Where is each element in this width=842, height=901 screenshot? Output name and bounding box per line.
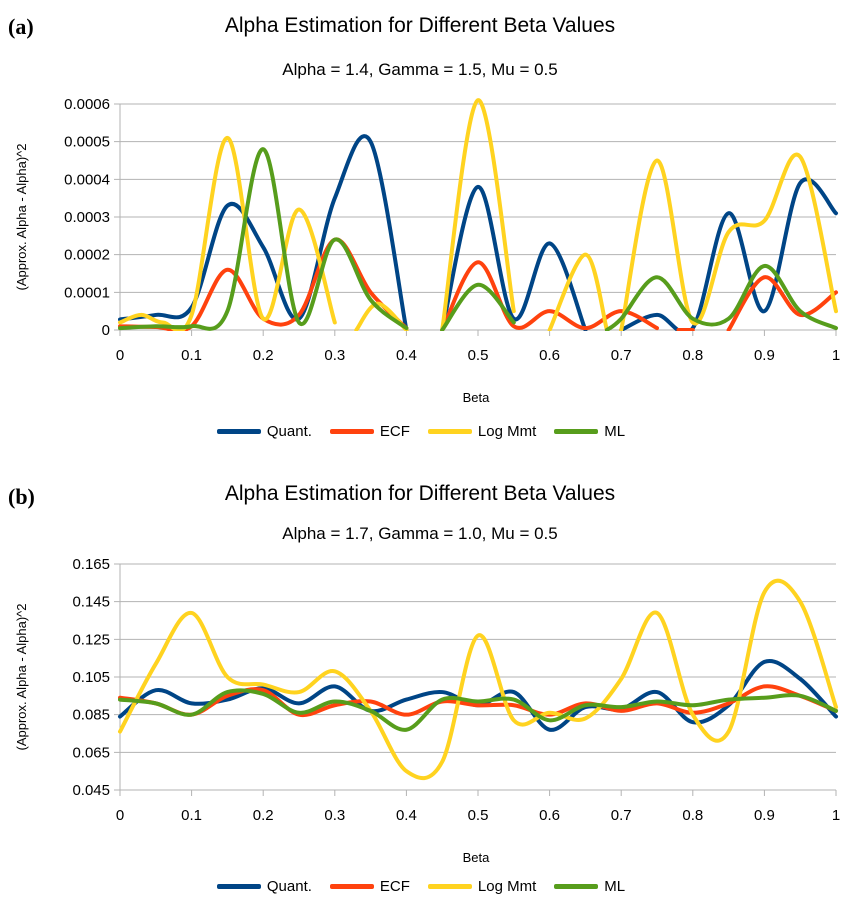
legend-swatch — [427, 884, 472, 889]
legend-label: ML — [604, 423, 626, 440]
series-line-ecf — [440, 260, 659, 331]
x-tick-label: 0.3 — [324, 807, 345, 824]
chart-title: Alpha Estimation for Different Beta Valu… — [224, 482, 616, 505]
legend-label: ECF — [379, 878, 410, 895]
legend-swatch — [329, 884, 374, 889]
series-line-log-mmt — [118, 135, 337, 331]
x-tick-label: 0.7 — [611, 347, 632, 364]
legend-label: ECF — [379, 423, 410, 440]
x-tick-label: 0.3 — [324, 347, 345, 364]
series-line-quant — [619, 177, 838, 331]
series-line-log-mmt — [354, 301, 409, 331]
chart-panel-a: (a) Alpha Estimation for Different Beta … — [0, 0, 842, 450]
x-tick-label: 1 — [832, 347, 840, 364]
series-line-ml — [604, 263, 838, 331]
x-tick-label: 0.8 — [682, 807, 703, 824]
x-tick-label: 0.7 — [611, 807, 632, 824]
x-axis-label: Beta — [463, 390, 491, 405]
legend-item: ML — [554, 878, 625, 895]
y-tick-label: 0.045 — [72, 782, 110, 799]
legend-item: ECF — [329, 423, 410, 440]
x-tick-label: 0.1 — [181, 347, 202, 364]
legend-swatch — [427, 429, 472, 434]
series-line-log-mmt — [547, 252, 609, 331]
legend-label: ML — [604, 878, 626, 895]
series-line-ml — [118, 147, 409, 331]
series-line-ml — [440, 282, 516, 331]
x-axis-label: Beta — [463, 850, 491, 865]
x-tick-label: 0.5 — [468, 347, 489, 364]
y-tick-label: 0.125 — [72, 631, 110, 648]
x-tick-label: 0.9 — [754, 807, 775, 824]
y-tick-label: 0.0001 — [64, 284, 110, 301]
legend-label: Log Mmt — [477, 878, 537, 895]
y-axis-label: (Approx. Alpha - Alpha)^2 — [14, 603, 29, 750]
y-tick-label: 0.145 — [72, 594, 110, 611]
y-tick-label: 0.085 — [72, 707, 110, 724]
legend-swatch — [554, 884, 599, 889]
series-line-quant — [118, 134, 409, 331]
chart-title: Alpha Estimation for Different Beta Valu… — [224, 14, 616, 37]
x-tick-label: 1 — [832, 807, 840, 824]
x-tick-label: 0.8 — [682, 347, 703, 364]
legend-item: ECF — [329, 878, 410, 895]
chart-subtitle: Alpha = 1.4, Gamma = 1.5, Mu = 0.5 — [282, 60, 558, 79]
legend-label: Quant. — [266, 423, 312, 440]
y-tick-label: 0.065 — [72, 744, 110, 761]
x-tick-label: 0.1 — [181, 807, 202, 824]
chart-panel-b: (b) Alpha Estimation for Different Beta … — [0, 450, 842, 901]
series-line-ml — [118, 688, 838, 732]
y-tick-label: 0.0003 — [64, 209, 110, 226]
series-line-ecf — [726, 275, 838, 331]
chart-subtitle: Alpha = 1.7, Gamma = 1.0, Mu = 0.5 — [282, 524, 558, 543]
series-line-log-mmt — [118, 578, 838, 781]
y-tick-label: 0 — [102, 322, 110, 339]
legend-label: Quant. — [266, 878, 312, 895]
x-tick-label: 0.6 — [539, 347, 560, 364]
x-tick-label: 0.2 — [253, 347, 274, 364]
x-tick-label: 0.4 — [396, 347, 417, 364]
legend-item: Quant. — [216, 878, 312, 895]
x-tick-label: 0.2 — [253, 807, 274, 824]
legend-label: Log Mmt — [477, 423, 537, 440]
y-tick-label: 0.165 — [72, 556, 110, 573]
series-line-log-mmt — [440, 98, 516, 331]
y-tick-label: 0.0006 — [64, 96, 110, 113]
legend-item: Log Mmt — [427, 423, 537, 440]
x-tick-label: 0.5 — [468, 807, 489, 824]
legend-swatch — [216, 884, 261, 889]
plot-area: 0.045 0.065 0.085 0.105 0.125 0.145 0.165 0 0.1 0… — [14, 556, 840, 865]
plot-area: 0 0.0001 0.0002 0.0003 0.0004 0.0005 0.0006 0 0.… — [14, 96, 840, 405]
panel-label: (b) — [8, 484, 35, 509]
panel-label: (a) — [8, 14, 34, 39]
series-line-log-mmt — [619, 152, 838, 331]
legend-item: Log Mmt — [427, 878, 537, 895]
legend-swatch — [216, 429, 261, 434]
y-tick-label: 0.0005 — [64, 134, 110, 151]
y-tick-label: 0.0004 — [64, 171, 110, 188]
y-axis-label: (Approx. Alpha - Alpha)^2 — [14, 143, 29, 290]
legend-item: Quant. — [216, 423, 312, 440]
y-tick-label: 0.105 — [72, 669, 110, 686]
legend-swatch — [329, 429, 374, 434]
x-tick-label: 0 — [116, 807, 124, 824]
legend-item: ML — [554, 423, 625, 440]
y-tick-label: 0.0002 — [64, 247, 110, 264]
series-line-quant — [440, 184, 588, 331]
legend: Quant. ECF Log Mmt ML — [0, 878, 842, 895]
x-tick-label: 0 — [116, 347, 124, 364]
x-tick-label: 0.9 — [754, 347, 775, 364]
x-tick-label: 0.6 — [539, 807, 560, 824]
legend-swatch — [554, 429, 599, 434]
legend: Quant. ECF Log Mmt ML — [0, 423, 842, 440]
x-tick-label: 0.4 — [396, 807, 417, 824]
